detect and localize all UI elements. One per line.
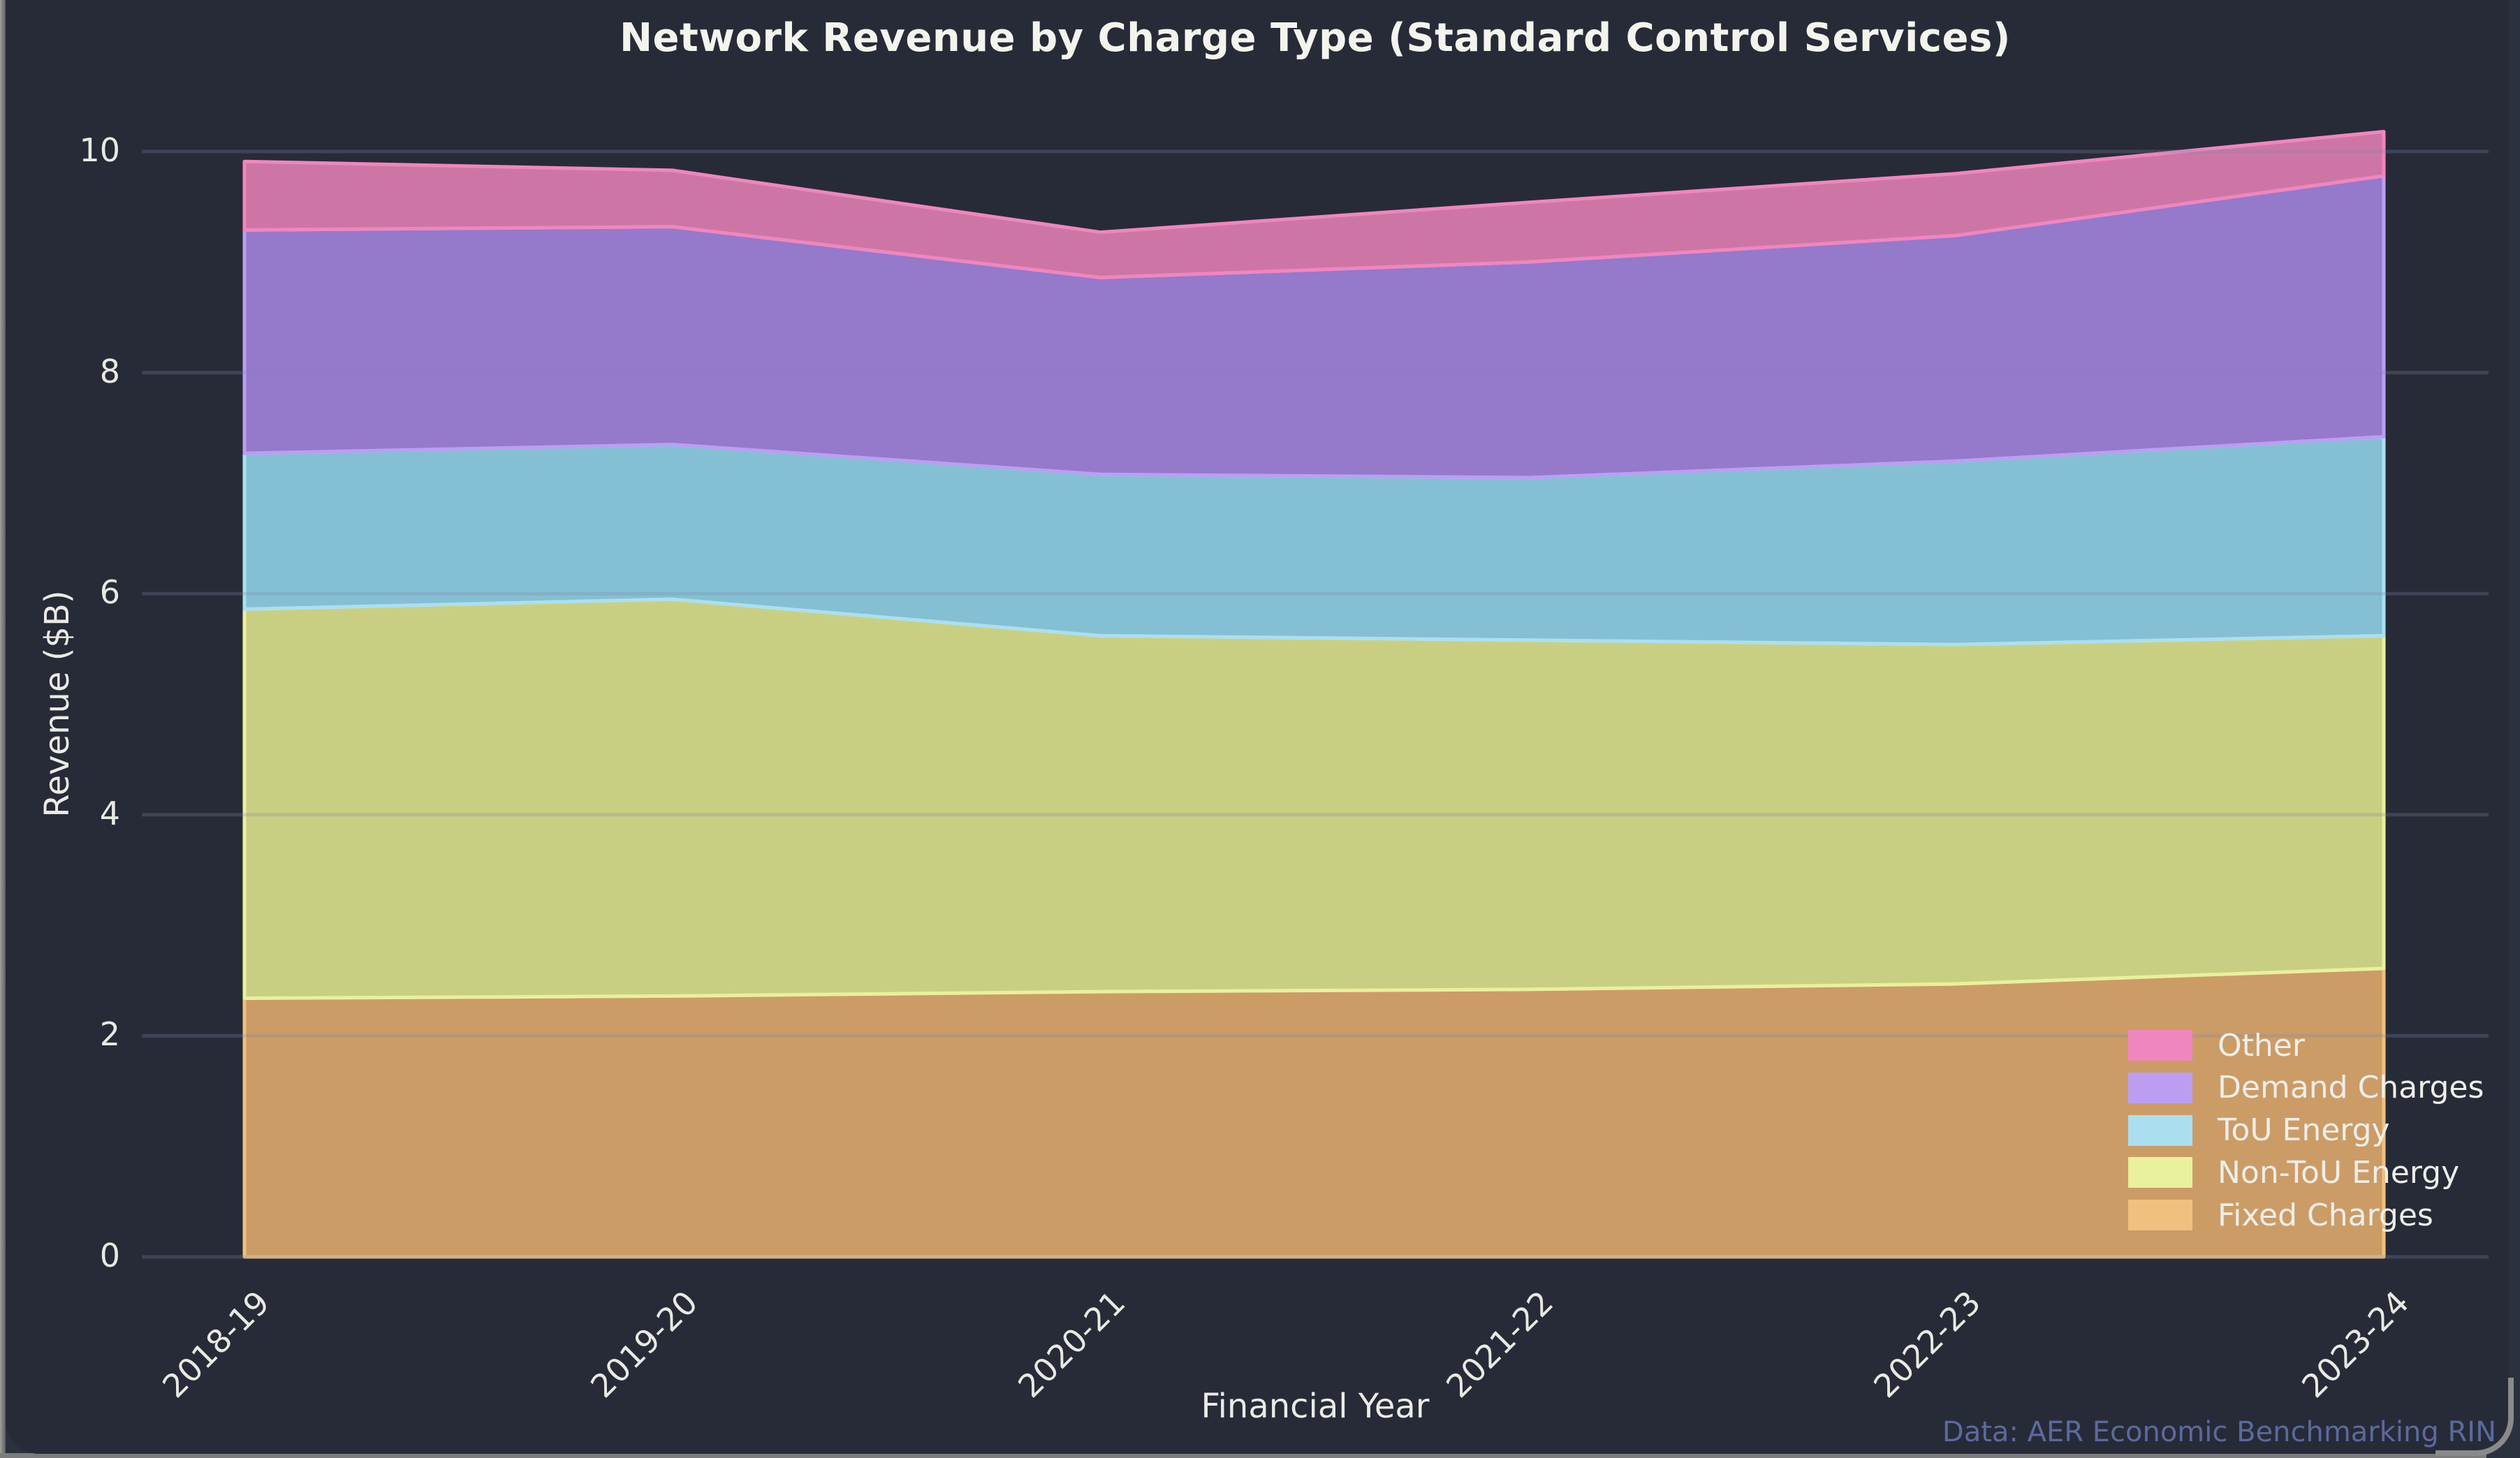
- legend-item: ToU Energy: [2128, 1110, 2390, 1151]
- legend-swatch-icon: [2128, 1072, 2192, 1103]
- legend-label: ToU Energy: [2218, 1112, 2390, 1149]
- y-tick-label: 8: [99, 352, 120, 390]
- y-tick-label: 4: [99, 794, 120, 832]
- window-edge-bottom: [0, 1453, 2486, 1458]
- legend-item: Demand Charges: [2128, 1067, 2484, 1109]
- legend-label: Non-ToU Energy: [2218, 1154, 2460, 1191]
- window-edge-left: [0, 0, 6, 1458]
- y-tick-label: 6: [99, 573, 120, 612]
- data-source-credit: Data: AER Economic Benchmarking RIN: [1942, 1416, 2496, 1448]
- area-other: [242, 130, 2386, 279]
- y-tick-label: 10: [79, 131, 120, 169]
- y-tick-label: 2: [99, 1015, 120, 1054]
- legend-label: Demand Charges: [2218, 1070, 2484, 1106]
- legend-item: Other: [2128, 1024, 2305, 1066]
- y-tick-label: 0: [99, 1236, 120, 1274]
- window-corner-edge: [2435, 1378, 2514, 1456]
- legend-item: Non-ToU Energy: [2128, 1151, 2459, 1193]
- legend-swatch-icon: [2128, 1114, 2192, 1146]
- chart-title: Network Revenue by Charge Type (Standard…: [620, 15, 2011, 61]
- area-non-tou-energy: [242, 597, 2386, 1001]
- legend-swatch-icon: [2128, 1030, 2192, 1061]
- legend-item: Fixed Charges: [2128, 1194, 2433, 1236]
- area-fixed-charges: [242, 966, 2386, 1259]
- x-axis-title: Financial Year: [1201, 1387, 1430, 1426]
- legend-label: Fixed Charges: [2218, 1197, 2433, 1233]
- y-axis-title: Revenue ($B): [38, 590, 77, 818]
- legend-swatch-icon: [2128, 1200, 2192, 1231]
- legend-label: Other: [2218, 1027, 2305, 1063]
- legend-swatch-icon: [2128, 1157, 2192, 1188]
